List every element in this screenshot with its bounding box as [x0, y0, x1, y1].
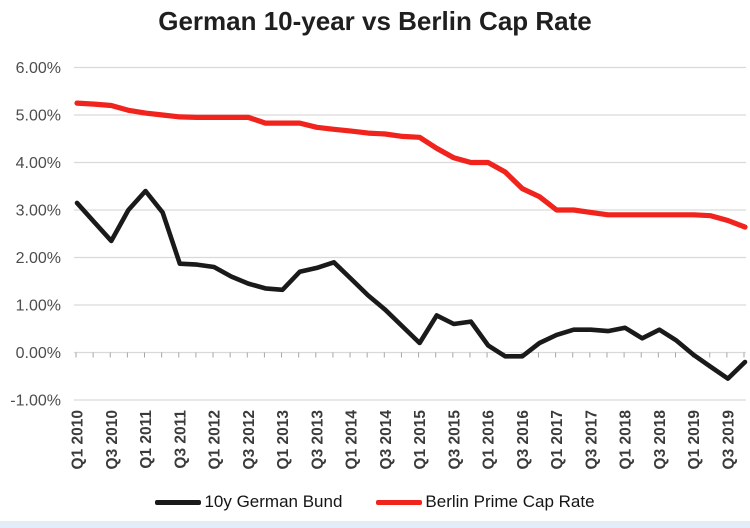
x-axis-label: Q1 2014 — [344, 410, 361, 470]
y-axis-label: 0.00% — [16, 345, 61, 362]
y-axis-label: 2.00% — [16, 250, 61, 267]
y-axis-label: 5.00% — [16, 108, 61, 125]
x-axis-label: Q1 2019 — [686, 410, 703, 470]
series-line-10y-german-bund — [74, 188, 748, 381]
y-axis-label: 1.00% — [16, 298, 61, 315]
legend-label: Berlin Prime Cap Rate — [425, 492, 595, 511]
y-axis-label: 3.00% — [16, 203, 61, 220]
x-axis-label: Q3 2012 — [241, 410, 258, 469]
x-axis-label: Q1 2018 — [618, 410, 635, 470]
x-axis-label: Q3 2011 — [172, 410, 189, 469]
legend-item: 10y German Bund — [155, 492, 342, 512]
legend-label: 10y German Bund — [204, 492, 343, 511]
x-axis-label: Q1 2013 — [275, 410, 292, 470]
x-axis-label: Q3 2013 — [309, 410, 326, 470]
series-line-berlin-prime-cap-rate — [74, 100, 748, 230]
chart-legend: 10y German Bund Berlin Prime Cap Rate — [0, 490, 750, 514]
x-axis-label: Q1 2016 — [481, 410, 498, 470]
x-axis-label: Q3 2017 — [583, 410, 600, 469]
chart-title: German 10-year vs Berlin Cap Rate — [158, 6, 592, 36]
x-axis-label: Q1 2010 — [70, 410, 87, 469]
x-axis-label: Q1 2012 — [207, 410, 224, 469]
legend-line-swatch — [376, 499, 423, 505]
x-axis-label: Q3 2018 — [652, 410, 669, 470]
y-axis-label: -1.00% — [10, 393, 61, 410]
y-axis-label: 6.00% — [16, 60, 61, 77]
x-axis-label: Q3 2010 — [104, 410, 121, 469]
legend-line-swatch — [155, 499, 202, 505]
y-axis-label: 4.00% — [16, 155, 61, 172]
x-axis-label: Q1 2015 — [412, 410, 429, 470]
x-axis-label: Q1 2017 — [549, 410, 566, 469]
x-axis-label: Q3 2015 — [446, 410, 463, 470]
legend-item: Berlin Prime Cap Rate — [376, 492, 595, 512]
x-axis-label: Q1 2011 — [138, 410, 155, 469]
bottom-strip — [0, 521, 750, 528]
x-axis-label: Q3 2014 — [378, 410, 395, 470]
x-axis-label: Q3 2016 — [515, 410, 532, 470]
x-axis-label: Q3 2019 — [720, 410, 737, 470]
